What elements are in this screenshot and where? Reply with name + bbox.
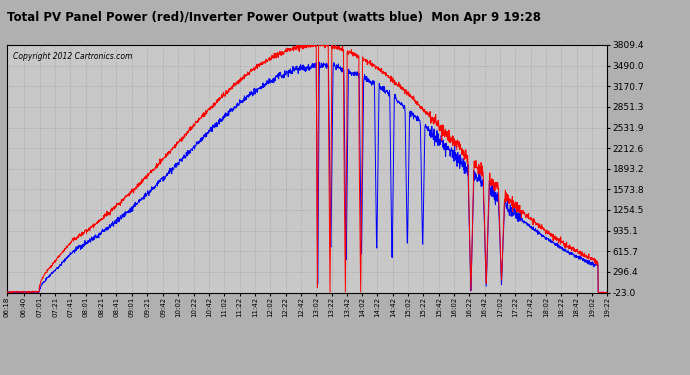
Text: Copyright 2012 Cartronics.com: Copyright 2012 Cartronics.com <box>13 53 132 62</box>
Text: Total PV Panel Power (red)/Inverter Power Output (watts blue)  Mon Apr 9 19:28: Total PV Panel Power (red)/Inverter Powe… <box>7 11 541 24</box>
